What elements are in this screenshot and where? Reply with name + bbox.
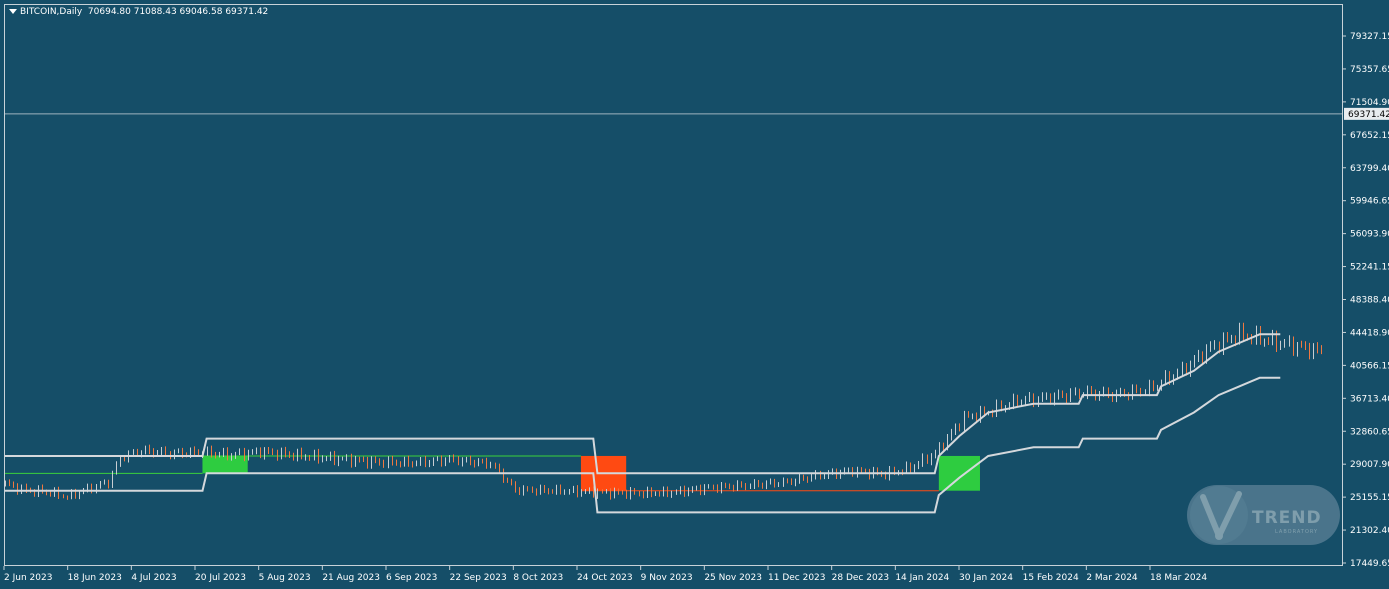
y-tick-label: 44418.90 bbox=[1350, 328, 1389, 338]
ohlc-values: 70694.80 71088.43 69046.58 69371.42 bbox=[87, 7, 269, 17]
logo-wordmark: TREND bbox=[1252, 508, 1322, 528]
y-tick-label: 36713.40 bbox=[1350, 394, 1389, 404]
current-price-label: 69371.42 bbox=[1348, 110, 1389, 120]
x-tick-label: 4 Jul 2023 bbox=[131, 573, 176, 583]
plot-area[interactable] bbox=[4, 4, 1343, 566]
y-tick-label: 79327.15 bbox=[1350, 32, 1389, 42]
channel-upper-line bbox=[5, 333, 1281, 475]
x-tick-label: 11 Dec 2023 bbox=[768, 573, 826, 583]
logo-dot-icon bbox=[1215, 532, 1223, 540]
x-axis: 2 Jun 2023 18 Jun 2023 4 Jul 2023 20 Jul 20… bbox=[3, 566, 1207, 583]
x-tick-label: 9 Nov 2023 bbox=[641, 573, 693, 583]
x-tick-label: 6 Sep 2023 bbox=[386, 573, 437, 583]
up-trend-box bbox=[938, 455, 980, 491]
channel-layer bbox=[5, 333, 1281, 514]
y-tick-label: 56093.90 bbox=[1350, 230, 1389, 240]
x-tick-label: 25 Nov 2023 bbox=[704, 573, 762, 583]
logo-plate bbox=[1187, 485, 1340, 545]
symbol-label: BITCOIN,Daily bbox=[20, 7, 83, 17]
channel-lower-line bbox=[5, 376, 1281, 514]
x-tick-label: 18 Jun 2023 bbox=[68, 573, 122, 583]
trend-laboratory-logo: TREND LABORATORY bbox=[1187, 485, 1340, 545]
x-tick-label: 28 Dec 2023 bbox=[832, 573, 890, 583]
x-tick-label: 20 Jul 2023 bbox=[195, 573, 246, 583]
x-tick-label: 30 Jan 2024 bbox=[959, 573, 1013, 583]
x-tick-label: 18 Mar 2024 bbox=[1150, 573, 1207, 583]
y-tick-label: 75357.65 bbox=[1350, 65, 1389, 75]
chart-menu-triangle-icon[interactable] bbox=[9, 9, 17, 14]
logo-check-icon bbox=[1200, 491, 1242, 539]
x-tick-label: 5 Aug 2023 bbox=[259, 573, 311, 583]
x-tick-label: 21 Aug 2023 bbox=[322, 573, 380, 583]
y-tick-label: 52241.15 bbox=[1350, 263, 1389, 273]
x-tick-label: 2 Mar 2024 bbox=[1086, 573, 1138, 583]
x-tick-label: 22 Sep 2023 bbox=[450, 573, 507, 583]
up-trend-box bbox=[202, 455, 248, 474]
y-tick-label: 59946.65 bbox=[1350, 197, 1389, 207]
y-tick-label: 71504.90 bbox=[1350, 98, 1389, 108]
y-tick-label: 40566.15 bbox=[1350, 361, 1389, 371]
y-tick-label: 63799.40 bbox=[1350, 164, 1389, 174]
logo-badge bbox=[1190, 486, 1248, 544]
x-tick-label: 24 Oct 2023 bbox=[577, 573, 633, 583]
x-tick-label: 15 Feb 2024 bbox=[1023, 573, 1079, 583]
y-tick-label: 67652.15 bbox=[1350, 131, 1389, 141]
chart-header: BITCOIN,Daily 70694.80 71088.43 69046.58… bbox=[9, 7, 268, 17]
price-line-layer: 69371.42 bbox=[5, 107, 1389, 120]
y-tick-label: 32860.65 bbox=[1350, 427, 1389, 437]
y-axis: 79327.15 75357.65 71504.90 67652.15 63799.40… bbox=[1342, 32, 1389, 569]
y-tick-label: 29007.90 bbox=[1350, 460, 1389, 470]
logo-subtitle: LABORATORY bbox=[1275, 529, 1318, 535]
y-tick-label: 17449.65 bbox=[1350, 559, 1389, 569]
x-tick-label: 8 Oct 2023 bbox=[513, 573, 563, 583]
y-tick-label: 21302.40 bbox=[1350, 526, 1389, 536]
y-tick-label: 25155.15 bbox=[1350, 493, 1389, 503]
midline-layer bbox=[5, 455, 939, 492]
current-price-tag bbox=[1344, 107, 1389, 120]
x-tick-label: 2 Jun 2023 bbox=[4, 573, 52, 583]
y-tick-label: 48388.40 bbox=[1350, 296, 1389, 306]
x-tick-label: 14 Jan 2024 bbox=[895, 573, 949, 583]
